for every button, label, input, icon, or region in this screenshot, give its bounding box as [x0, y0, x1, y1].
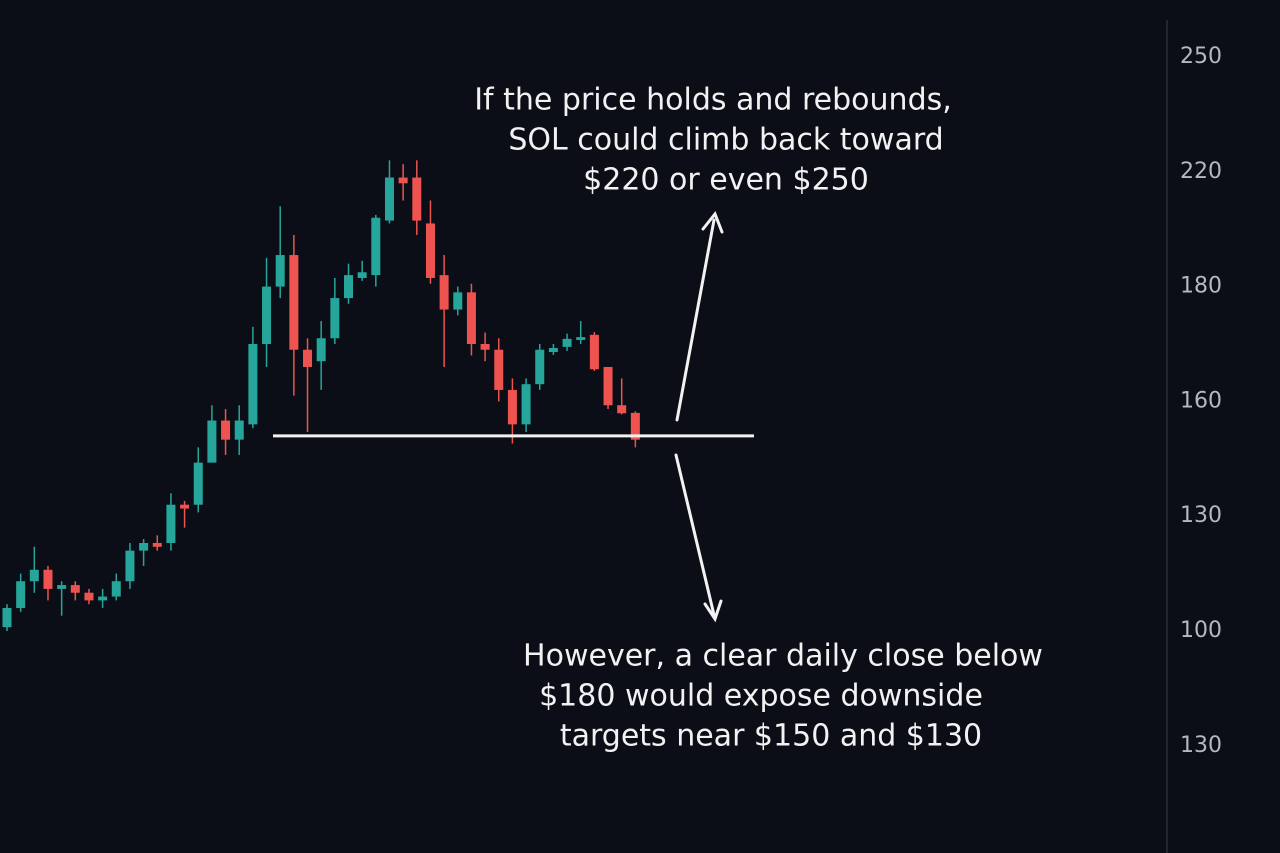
candle-body [16, 581, 26, 609]
candle-body [193, 462, 203, 505]
candle-body [466, 292, 476, 344]
candle-body [617, 405, 627, 414]
y-tick-label: 130 [1180, 733, 1222, 758]
candle-body [384, 177, 394, 221]
candle-body [70, 585, 80, 593]
candle-body [316, 338, 326, 362]
candle-body [589, 334, 599, 370]
candle-body [521, 384, 531, 425]
candle-body [207, 420, 217, 463]
candle-body [453, 292, 463, 310]
candle-body [535, 349, 545, 385]
candle-body [2, 608, 12, 628]
candle-body [234, 420, 244, 440]
y-tick-label: 130 [1180, 503, 1222, 528]
annotation-text: targets near $150 and $130 [560, 719, 982, 754]
y-tick-label: 250 [1180, 44, 1222, 69]
annotation-text: $220 or even $250 [583, 163, 869, 198]
arrows [674, 211, 724, 623]
candle-body [562, 338, 572, 347]
up-arrow-head [701, 211, 724, 234]
y-tick-label: 220 [1180, 159, 1222, 184]
annotation-text: If the price holds and rebounds, [474, 83, 952, 118]
annotation-text: However, a clear daily close below [523, 639, 1043, 674]
candle-body [303, 349, 313, 367]
candle-body [84, 592, 94, 601]
y-tick-label: 160 [1180, 388, 1222, 413]
candle-body [630, 412, 640, 440]
annotation-text: SOL could climb back toward [508, 123, 943, 158]
candle-body [111, 581, 121, 597]
candle-body [248, 344, 258, 425]
candle-body [29, 569, 39, 582]
candle-body [398, 177, 408, 184]
candle-body [439, 275, 449, 310]
candle-body [412, 177, 422, 221]
candle-body [344, 275, 353, 299]
candle-body [507, 389, 517, 425]
candle-body [57, 585, 67, 589]
candle-body [603, 366, 613, 406]
candle-body [139, 542, 149, 551]
candle-body [262, 286, 272, 344]
candle-body [43, 569, 53, 589]
y-tick-label: 180 [1180, 274, 1222, 299]
candle-body [221, 420, 231, 440]
candle-body [357, 272, 367, 278]
down-arrow [674, 453, 716, 617]
candle-body [371, 217, 381, 276]
candle-body [152, 542, 162, 547]
candle-body [576, 337, 586, 340]
candle-body [330, 298, 340, 339]
annotation-text: $180 would expose downside [539, 679, 983, 714]
candle-body [166, 504, 176, 543]
candle-body [180, 504, 190, 509]
up-arrow [675, 218, 716, 422]
y-tick-label: 100 [1180, 618, 1222, 643]
candle-body [425, 223, 435, 278]
candle-body [494, 349, 504, 390]
candle-body [480, 344, 490, 350]
candle-body [275, 255, 285, 287]
candle-body [125, 550, 135, 582]
candle-body [289, 255, 299, 350]
candle-body [98, 596, 108, 601]
down-arrow-head [703, 599, 723, 623]
candle-body [548, 348, 558, 353]
